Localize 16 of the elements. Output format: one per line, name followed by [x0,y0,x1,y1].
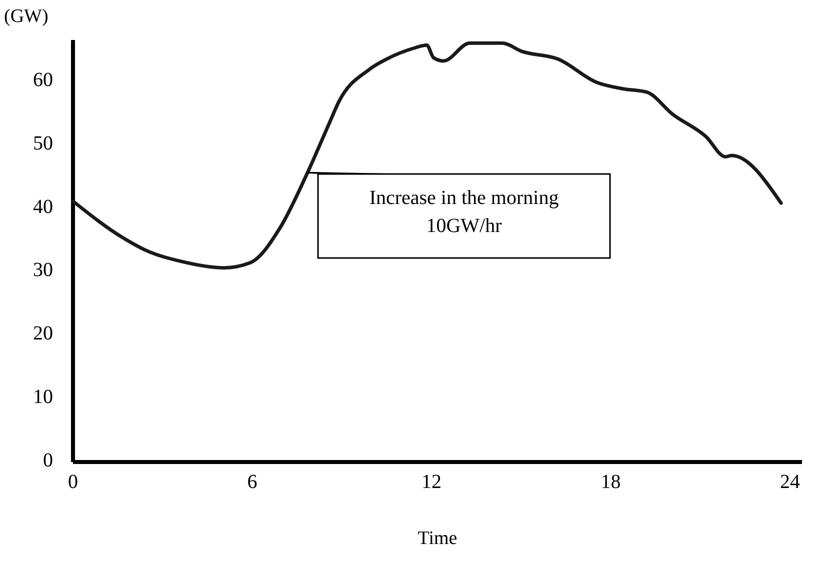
y-axis-title: (GW) [4,6,48,27]
x-tick-label: 24 [780,471,800,493]
line-series [71,41,783,270]
y-tick-label: 60 [33,68,53,91]
x-tick-label: 12 [422,471,442,493]
y-tick-label: 0 [43,450,53,472]
annotation: Increase in the morning 10GW/hr [369,187,559,237]
y-tick-label: 50 [33,132,53,154]
x-axis-title: Time [418,528,458,549]
x-tick-label: 0 [68,471,78,493]
y-tick-label: 10 [33,386,53,408]
x-tick-label: 6 [247,471,258,493]
y-tick-label: 40 [33,196,53,218]
y-tick-label: 20 [33,322,53,345]
y-tick-label: 30 [33,259,53,282]
x-tick-label: 18 [600,471,621,493]
